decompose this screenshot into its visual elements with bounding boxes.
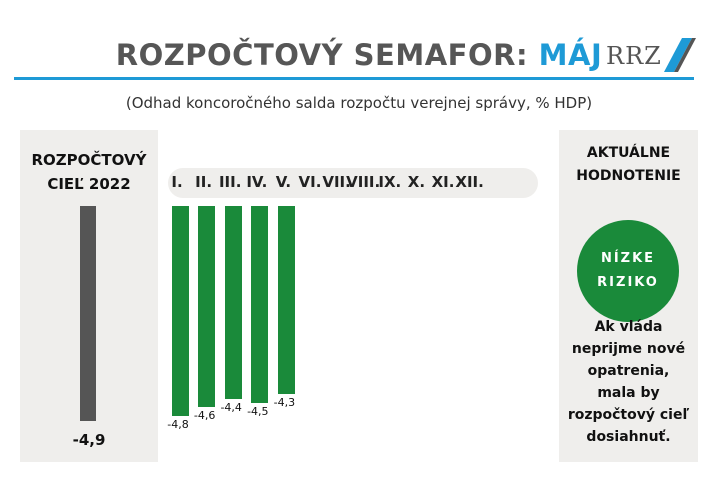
month-tick-label: IV. bbox=[246, 173, 268, 191]
assessment-title: AKTUÁLNE HODNOTENIE bbox=[559, 142, 698, 188]
budget-target-bar bbox=[80, 206, 96, 421]
risk-indicator: NÍZKE RIZIKO bbox=[577, 220, 679, 322]
budget-target-value: -4,9 bbox=[72, 430, 106, 449]
assessment-panel: AKTUÁLNE HODNOTENIE NÍZKE RIZIKO Ak vlád… bbox=[559, 130, 698, 462]
assessment-note-line: neprijme nové bbox=[571, 341, 686, 357]
page-title: ROZPOČTOVÝ SEMAFOR: MÁJ bbox=[0, 38, 718, 72]
assessment-title-line1: AKTUÁLNE bbox=[586, 145, 671, 161]
month-tick-label: VIII. bbox=[346, 173, 381, 191]
month-bar bbox=[224, 206, 242, 399]
risk-label-line2: RIZIKO bbox=[597, 275, 659, 290]
logo-text: RRZ bbox=[606, 42, 662, 70]
month-tick-label: II. bbox=[195, 173, 213, 191]
title-main: ROZPOČTOVÝ SEMAFOR: bbox=[115, 38, 539, 72]
bar-value-label: -4,8 bbox=[167, 418, 189, 432]
bar-value-label: -4,6 bbox=[193, 409, 216, 423]
budget-target-title-line1: ROZPOČTOVÝ bbox=[31, 151, 147, 169]
budget-target-panel: ROZPOČTOVÝ CIEĽ 2022 -4,9 bbox=[20, 130, 158, 462]
month-tick-label: X. bbox=[407, 173, 426, 191]
assessment-note-line: Ak vláda bbox=[594, 319, 663, 335]
risk-label-line1: NÍZKE bbox=[600, 251, 656, 266]
month-tick-label: I. bbox=[171, 173, 183, 191]
bar-value-label: -4,4 bbox=[220, 400, 242, 414]
budget-target-title-line2: CIEĽ 2022 bbox=[47, 175, 131, 193]
bar-value-label: -4,5 bbox=[247, 405, 269, 419]
month-bar bbox=[251, 206, 269, 404]
month-tick-label: VII. bbox=[322, 173, 351, 191]
month-bar bbox=[198, 206, 216, 408]
assessment-note-line: opatrenia, bbox=[587, 363, 670, 379]
month-tick-label: V. bbox=[275, 173, 292, 191]
month-axis-background bbox=[168, 168, 538, 198]
month-tick-label: XI. bbox=[431, 173, 455, 191]
subtitle: (Odhad koncoročného salda rozpočtu verej… bbox=[125, 94, 593, 112]
assessment-note: Ak vláda neprijme nové opatrenia, mala b… bbox=[561, 316, 696, 448]
assessment-note-line: mala by bbox=[597, 385, 660, 401]
assessment-note-line: rozpočtový cieľ bbox=[567, 407, 690, 423]
assessment-note-line: dosiahnuť. bbox=[586, 429, 671, 445]
month-bar bbox=[171, 206, 189, 417]
title-month: MÁJ bbox=[538, 38, 603, 72]
assessment-title-line2: HODNOTENIE bbox=[576, 168, 681, 184]
rrz-logo: RRZ bbox=[606, 36, 696, 76]
logo-mark-icon bbox=[664, 38, 696, 72]
month-tick-label: XII. bbox=[455, 173, 484, 191]
bar-value-label: -4,3 bbox=[273, 396, 296, 410]
month-bar bbox=[277, 206, 295, 395]
month-tick-label: VI. bbox=[298, 173, 322, 191]
month-tick-label: IX. bbox=[378, 173, 402, 191]
title-underline bbox=[14, 77, 694, 80]
budget-target-title: ROZPOČTOVÝ CIEĽ 2022 bbox=[20, 148, 158, 196]
month-tick-label: III. bbox=[218, 173, 242, 191]
